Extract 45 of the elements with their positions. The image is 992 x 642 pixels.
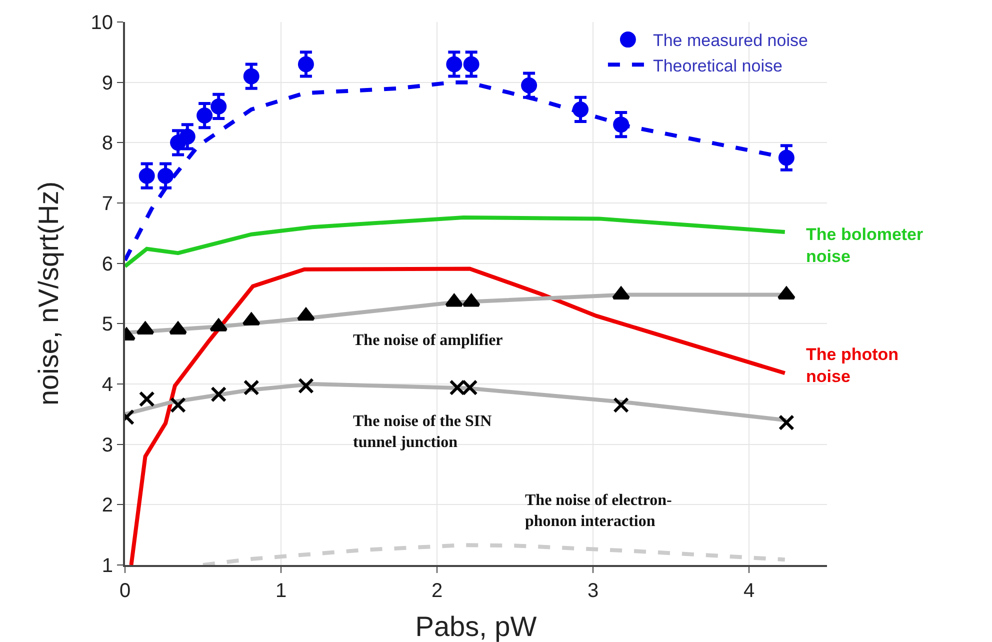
- y-tick-label: 7: [102, 193, 113, 215]
- point: [210, 98, 227, 114]
- y-axis-title: noise, nV/sqrt(Hz): [33, 181, 64, 406]
- point: [138, 168, 155, 184]
- x-tick-label: 2: [431, 580, 443, 602]
- series-label: The photon noise: [806, 345, 899, 386]
- point: [613, 397, 630, 414]
- series-label: The noise of amplifier: [353, 332, 503, 349]
- y-tick-label: 9: [102, 72, 113, 94]
- y-tick-label: 3: [102, 434, 113, 456]
- y-tick-label: 2: [102, 494, 113, 517]
- series-label: The noise of electron-phonon interaction: [525, 492, 672, 530]
- x-tick-label: 3: [587, 580, 599, 602]
- point: [521, 77, 538, 94]
- line-series: [129, 266, 787, 565]
- legend-label: Theoretical noise: [652, 56, 782, 76]
- point: [138, 391, 155, 408]
- point: [298, 378, 314, 394]
- legend-label: The measured noise: [652, 31, 808, 50]
- point: [196, 108, 213, 124]
- point: [778, 150, 794, 166]
- point: [170, 397, 186, 414]
- series-label: The bolometer noise: [806, 225, 924, 266]
- point: [158, 168, 174, 184]
- y-tick-label: 5: [102, 314, 113, 336]
- y-tick-label: 8: [102, 132, 113, 155]
- point: [210, 386, 227, 402]
- y-tick-label: 1: [102, 555, 113, 577]
- x-tick-label: 4: [743, 580, 755, 602]
- x-axis-title: Pabs, pW: [415, 611, 538, 642]
- point: [298, 56, 314, 72]
- line-series: [125, 215, 787, 268]
- point: [446, 56, 462, 72]
- y-tick-label: 4: [102, 374, 113, 396]
- x-tick-label: 0: [119, 580, 131, 602]
- point: [463, 56, 480, 72]
- point: [243, 380, 260, 396]
- point: [179, 128, 196, 145]
- y-tick-label: 6: [102, 253, 113, 276]
- x-tick-label: 1: [275, 580, 287, 602]
- point: [778, 414, 794, 431]
- line-series: [201, 543, 787, 565]
- y-tick-label: 10: [90, 12, 113, 34]
- point: [243, 68, 260, 84]
- series-label: The noise of the SIN tunnel junction: [353, 413, 492, 451]
